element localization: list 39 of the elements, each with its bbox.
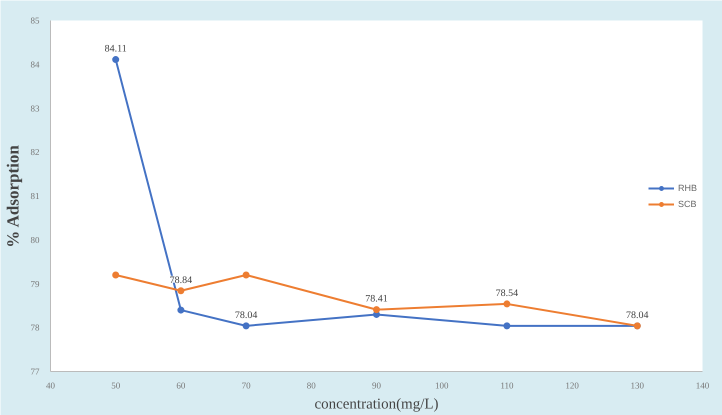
point bbox=[177, 306, 184, 314]
point bbox=[112, 271, 120, 278]
x-tick-label: 60 bbox=[176, 380, 186, 390]
data-label: 78.54 bbox=[496, 288, 518, 299]
point bbox=[373, 306, 380, 314]
point bbox=[177, 287, 184, 294]
x-tick-label: 80 bbox=[306, 380, 316, 390]
x-tick-label: 130 bbox=[630, 380, 645, 390]
y-tick-label: 80 bbox=[30, 234, 40, 245]
y-tick-label: 83 bbox=[30, 103, 40, 114]
point bbox=[112, 56, 120, 64]
data-label: 78.04 bbox=[234, 310, 258, 321]
data-label: 78.04 bbox=[626, 310, 649, 321]
y-tick-label: 77 bbox=[30, 366, 40, 376]
data-label: 78.84 bbox=[170, 274, 192, 286]
y-tick-label: 81 bbox=[30, 191, 40, 201]
point bbox=[503, 300, 510, 308]
x-tick-label: 100 bbox=[434, 380, 449, 390]
x-tick-label: 50 bbox=[111, 380, 121, 390]
y-tick-label: 82 bbox=[30, 147, 40, 158]
x-tick-label: 120 bbox=[565, 380, 580, 390]
y-tick-label: 84 bbox=[30, 59, 40, 70]
y-tick-label: 85 bbox=[30, 16, 40, 26]
point bbox=[242, 271, 250, 278]
legend-label: SCB bbox=[678, 198, 698, 208]
point bbox=[242, 322, 250, 330]
y-tick-label: 79 bbox=[30, 278, 40, 289]
data-label: 78.41 bbox=[365, 294, 388, 305]
x-axis-title: concentration(mg/L) bbox=[314, 396, 439, 412]
legend-label: RHB bbox=[678, 182, 698, 192]
y-axis-title: % Adsorption bbox=[4, 144, 22, 248]
point bbox=[503, 322, 510, 330]
x-tick-label: 90 bbox=[372, 380, 382, 390]
y-tick-label: 78 bbox=[30, 322, 40, 333]
x-tick-label: 140 bbox=[696, 380, 710, 390]
data-label: 84.11 bbox=[104, 44, 127, 55]
x-tick-label: 40 bbox=[46, 380, 56, 390]
x-tick-label: 70 bbox=[242, 380, 252, 390]
x-tick-label: 110 bbox=[500, 380, 514, 390]
